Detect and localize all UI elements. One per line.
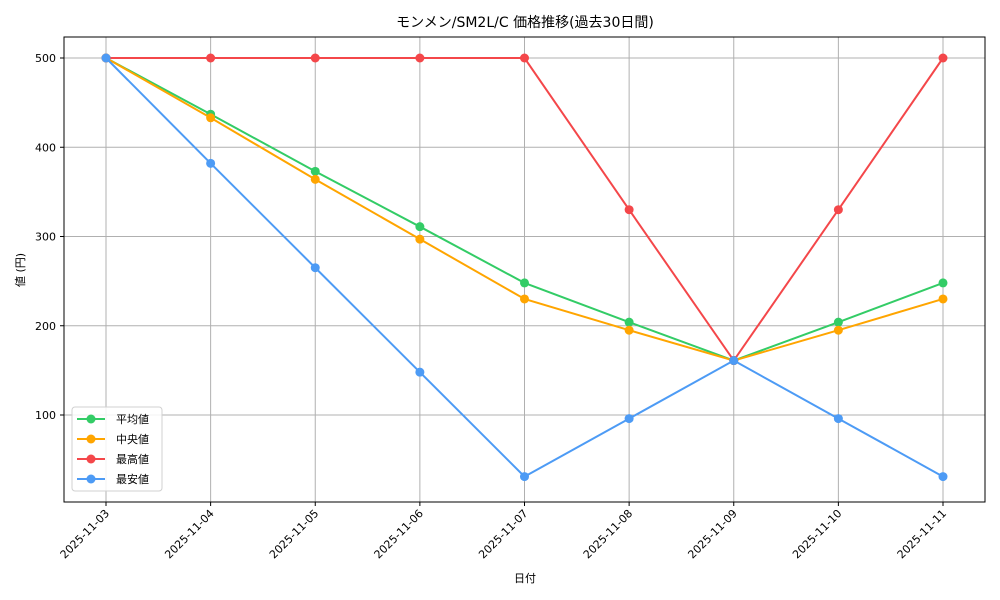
x-tick-label: 2025-11-06: [372, 507, 426, 561]
series-line: [101, 53, 948, 482]
chart-title: モンメン/SM2L/C 価格推移(過去30日間): [396, 15, 654, 31]
grid-lines: [64, 37, 985, 502]
y-tick-label: 400: [35, 141, 56, 154]
legend-label: 最安値: [116, 472, 149, 486]
data-point: [624, 317, 634, 327]
data-point: [310, 166, 320, 176]
y-axis-label: 値 (円): [14, 253, 27, 287]
legend-box: [71, 406, 163, 492]
legend-item: 最安値: [77, 472, 149, 486]
data-point: [624, 414, 634, 424]
data-point: [206, 113, 216, 123]
x-axis-label: 日付: [514, 572, 536, 585]
data-point: [938, 294, 948, 304]
legend-item: 平均値: [77, 413, 149, 426]
data-point: [520, 278, 529, 288]
data-point: [833, 317, 843, 327]
legend-label: 最高値: [116, 452, 149, 466]
data-point: [415, 367, 425, 377]
legend-marker-icon: [86, 414, 96, 424]
y-tick-label: 100: [35, 409, 56, 422]
data-point: [310, 53, 320, 63]
data-point: [938, 472, 948, 482]
y-tick-label: 500: [35, 52, 56, 65]
data-point: [415, 222, 425, 232]
x-tick-label: 2025-11-08: [581, 507, 635, 561]
y-tick-label: 300: [35, 231, 56, 244]
data-point: [624, 205, 634, 215]
y-tick-label: 200: [35, 320, 56, 333]
y-axis-ticks: 100 200 300 400 500: [35, 52, 64, 422]
data-point: [415, 53, 425, 63]
x-axis-ticks: 2025-11-03 2025-11-04 2025-11-05 2025-11-06…: [58, 502, 949, 561]
data-point: [833, 325, 843, 335]
x-tick-label: 2025-11-07: [476, 507, 530, 561]
data-point: [938, 53, 948, 63]
data-point: [624, 325, 634, 335]
data-point: [729, 356, 739, 366]
data-point: [415, 234, 425, 244]
legend-item: 中央値: [77, 433, 149, 446]
legend-label: 中央値: [116, 433, 149, 446]
data-point: [206, 53, 216, 63]
x-tick-label: 2025-11-09: [685, 507, 739, 561]
data-point: [310, 174, 320, 184]
data-point: [310, 263, 320, 273]
data-point: [520, 53, 529, 63]
x-tick-label: 2025-11-04: [162, 507, 216, 561]
legend-marker-icon: [86, 474, 96, 484]
data-point: [833, 205, 843, 215]
series-line: [101, 53, 948, 366]
data-point: [520, 472, 529, 482]
x-tick-label: 2025-11-05: [267, 507, 321, 561]
data-point: [833, 414, 843, 424]
data-series: [101, 53, 948, 482]
data-point: [938, 278, 948, 288]
data-point: [520, 294, 529, 304]
data-point: [206, 158, 216, 168]
legend-label: 平均値: [116, 413, 149, 426]
legend-marker-icon: [86, 434, 96, 444]
data-point: [101, 53, 111, 63]
x-tick-label: 2025-11-03: [58, 507, 112, 561]
x-tick-label: 2025-11-10: [790, 507, 844, 561]
legend-marker-icon: [86, 454, 96, 464]
x-tick-label: 2025-11-11: [895, 507, 949, 561]
legend-item: 最高値: [77, 452, 149, 466]
